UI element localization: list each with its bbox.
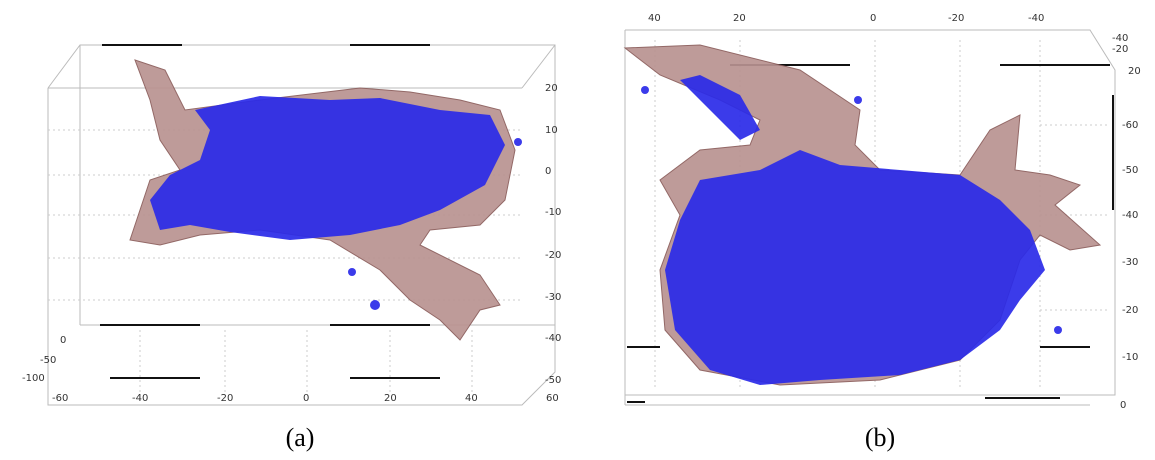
tick-label: -40 xyxy=(1122,210,1138,221)
tick-label: 0 xyxy=(303,393,309,404)
tick-label: -10 xyxy=(1122,352,1138,363)
caption: (a) xyxy=(286,423,315,452)
tick-label: -50 xyxy=(40,355,56,366)
tick-label: -20 xyxy=(948,13,964,24)
caption: (b) xyxy=(865,423,895,452)
tick-label: 0 xyxy=(870,13,876,24)
tick-label: 40 xyxy=(648,13,661,24)
tick-label: 60 xyxy=(546,393,559,404)
tick-label: -20 xyxy=(217,393,233,404)
tick-label: 0 xyxy=(60,335,66,346)
tick-label: 20 xyxy=(384,393,397,404)
tick-label: 20 xyxy=(733,13,746,24)
tick-label: -60 xyxy=(1122,120,1138,131)
tick-label: -30 xyxy=(1122,257,1138,268)
panel-b-points xyxy=(641,75,1062,385)
tick-label: -20 xyxy=(1122,305,1138,316)
tick-label: 0 xyxy=(545,166,551,177)
panel-a-points xyxy=(150,96,522,310)
tick-label: -30 xyxy=(545,292,561,303)
tick-label: -10 xyxy=(545,207,561,218)
tick-label: -60 xyxy=(52,393,68,404)
tick-label: 40 xyxy=(465,393,478,404)
tick-label: -100 xyxy=(22,373,45,384)
tick-label: -50 xyxy=(1122,165,1138,176)
tick-label: 0 xyxy=(1120,400,1126,411)
tick-label: 20 xyxy=(545,83,558,94)
tick-label: -40 xyxy=(132,393,148,404)
tick-label: -40 xyxy=(545,333,561,344)
tick-label: -40 xyxy=(1112,33,1128,44)
tick-label: 20 xyxy=(1128,66,1141,77)
tick-label: -50 xyxy=(545,375,561,386)
tick-label: -20 xyxy=(1112,44,1128,55)
tick-label: -20 xyxy=(545,250,561,261)
tick-label: -40 xyxy=(1028,13,1044,24)
tick-label: 10 xyxy=(545,125,558,136)
